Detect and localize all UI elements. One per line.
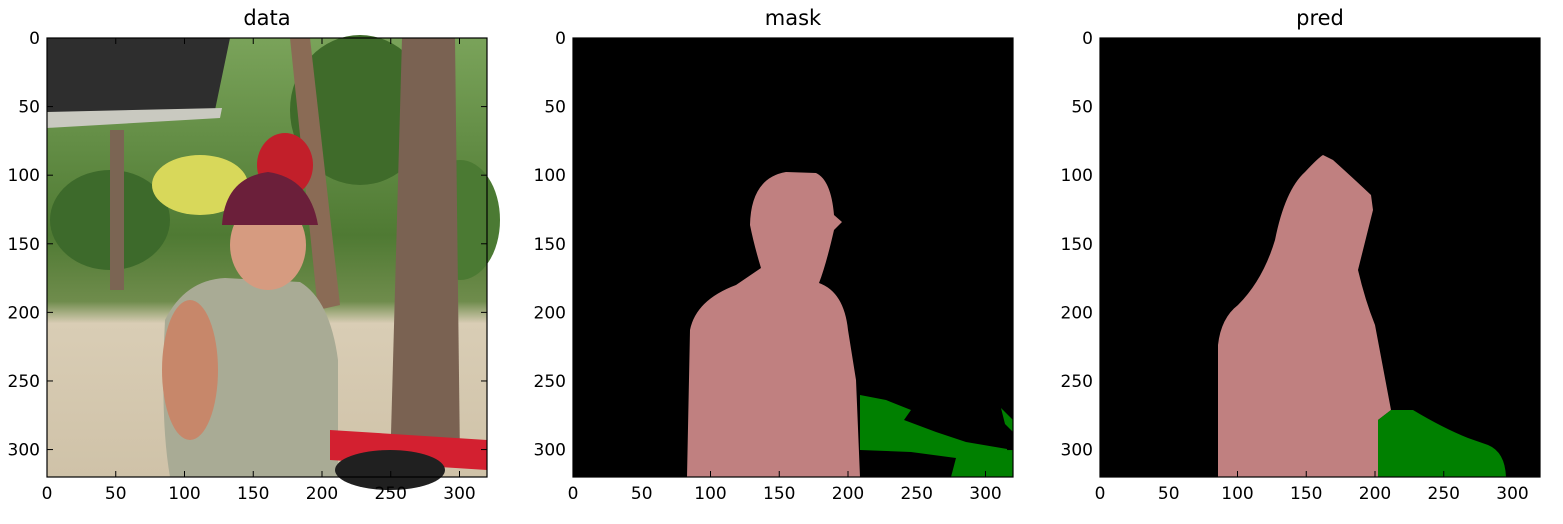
panel-pred: pred 0 50 100 150 200 250 300 0 50 100 150 200 250 3… <box>1053 0 1563 524</box>
x-tick-label: 200 <box>306 484 338 504</box>
x-tick-label: 300 <box>443 484 475 504</box>
x-tick-label: 150 <box>1290 484 1322 504</box>
pred-axes: 0 50 100 150 200 250 300 0 50 100 150 200 250 300 <box>1061 29 1541 504</box>
x-tick-label: 200 <box>832 484 864 504</box>
mask-image <box>573 38 1013 477</box>
x-tick-label: 250 <box>1428 484 1460 504</box>
plant-segment <box>860 395 1013 477</box>
y-tick-label: 0 <box>1082 29 1093 49</box>
x-tick-label: 100 <box>1221 484 1253 504</box>
panel-data: data <box>0 0 520 524</box>
x-tick-label: 100 <box>694 484 726 504</box>
y-tick-label: 300 <box>534 441 566 461</box>
y-tick-label: 200 <box>534 303 566 323</box>
y-tick-label: 100 <box>1061 166 1093 186</box>
y-tick-label: 300 <box>8 441 40 461</box>
y-tick-label: 0 <box>29 29 40 49</box>
panel-mask: mask 0 50 100 150 200 250 300 0 50 100 150 200 250 3… <box>526 0 1046 524</box>
axes-frame <box>1099 37 1541 478</box>
pred-image <box>1100 38 1540 477</box>
x-tick-label: 0 <box>1095 484 1106 504</box>
x-tick-label: 150 <box>763 484 795 504</box>
y-tick-label: 250 <box>534 372 566 392</box>
x-axis: 0 50 100 150 200 250 300 <box>1095 38 1529 504</box>
y-tick-label: 150 <box>1061 235 1093 255</box>
photo-image <box>47 35 500 490</box>
axes-frame <box>46 37 488 478</box>
x-tick-label: 50 <box>105 484 127 504</box>
x-tick-label: 200 <box>1359 484 1391 504</box>
x-tick-label: 50 <box>631 484 653 504</box>
y-tick-label: 0 <box>555 29 566 49</box>
x-tick-label: 100 <box>168 484 200 504</box>
panel-title: data <box>243 6 291 30</box>
x-tick-label: 300 <box>969 484 1001 504</box>
person-segment <box>1218 155 1391 477</box>
person-segment <box>687 172 860 477</box>
x-tick-label: 150 <box>237 484 269 504</box>
y-axis: 0 50 100 150 200 250 300 <box>8 29 487 461</box>
x-tick-label: 250 <box>375 484 407 504</box>
plant-segment <box>1378 410 1506 477</box>
y-tick-label: 50 <box>1071 98 1093 118</box>
y-tick-label: 300 <box>1061 441 1093 461</box>
x-tick-label: 0 <box>42 484 53 504</box>
axes-frame <box>572 37 1014 478</box>
y-axis: 0 50 100 150 200 250 300 <box>534 29 1013 461</box>
y-tick-label: 50 <box>18 98 40 118</box>
y-tick-label: 250 <box>1061 372 1093 392</box>
y-tick-label: 150 <box>8 235 40 255</box>
y-tick-label: 50 <box>544 98 566 118</box>
y-tick-label: 200 <box>8 303 40 323</box>
x-tick-label: 0 <box>568 484 579 504</box>
x-tick-label: 250 <box>901 484 933 504</box>
mask-axes: 0 50 100 150 200 250 300 0 50 100 150 200 250 300 <box>534 29 1014 504</box>
y-tick-label: 100 <box>534 166 566 186</box>
photo-axes: 0 50 100 150 200 250 300 0 50 100 150 200 250 300 <box>8 29 500 504</box>
panel-title: mask <box>764 6 822 30</box>
x-tick-label: 300 <box>1496 484 1528 504</box>
x-axis: 0 50 100 150 200 250 300 <box>568 38 1002 504</box>
y-axis: 0 50 100 150 200 250 300 <box>1061 29 1540 461</box>
x-tick-label: 50 <box>1158 484 1180 504</box>
y-tick-label: 100 <box>8 166 40 186</box>
x-axis: 0 50 100 150 200 250 300 <box>42 38 476 504</box>
y-tick-label: 200 <box>1061 303 1093 323</box>
y-tick-label: 150 <box>534 235 566 255</box>
panel-title: pred <box>1296 6 1344 30</box>
plant-segment <box>1001 408 1013 432</box>
y-tick-label: 250 <box>8 372 40 392</box>
